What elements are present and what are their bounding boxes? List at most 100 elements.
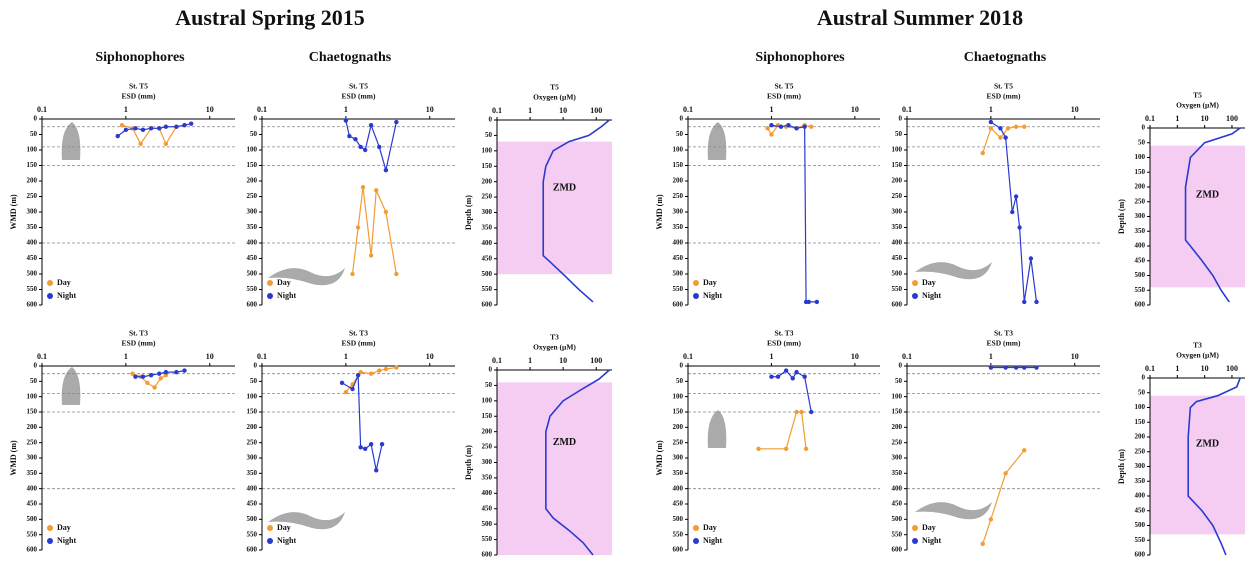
data-point (1022, 448, 1026, 452)
x-tick-label: 0.1 (1145, 364, 1155, 373)
y-tick-label: 0 (254, 115, 258, 123)
x-tick-label: 10 (851, 105, 859, 114)
column-header: Siphonophores (95, 50, 185, 65)
data-point (1010, 210, 1014, 214)
legend-label: Night (57, 291, 76, 300)
y-tick-label: 400 (482, 489, 493, 497)
data-point (138, 142, 142, 146)
y-tick-label: 600 (247, 546, 258, 554)
data-point (802, 375, 806, 379)
y-tick-label: 250 (247, 192, 258, 200)
x-tick-label: 0.1 (683, 352, 693, 361)
y-tick-label: 250 (27, 192, 38, 200)
y-tick-label: 350 (892, 223, 903, 231)
legend-label: Day (57, 278, 71, 287)
legend-label: Night (703, 536, 722, 545)
chaetognath-icon (915, 502, 992, 519)
y-tick-label: 200 (247, 177, 258, 185)
y-tick-label: 300 (673, 454, 684, 462)
y-tick-label: 550 (27, 530, 38, 538)
column-header: Chaetognaths (309, 50, 392, 65)
x-tick-label: 1 (769, 105, 773, 114)
y-tick-label: 150 (27, 408, 38, 416)
data-point (133, 126, 137, 130)
y-tick-label: 50 (250, 377, 258, 385)
data-point (815, 300, 819, 304)
data-point (347, 134, 351, 138)
y-tick-label: 350 (673, 223, 684, 231)
x-tick-label: 0.1 (257, 105, 267, 114)
data-point (794, 370, 798, 374)
x-tick-label: 1 (989, 105, 993, 114)
x-tick-label: 1 (769, 352, 773, 361)
x-tick-label: 100 (590, 356, 602, 365)
legend-marker (267, 280, 273, 286)
y-tick-label: 50 (895, 130, 903, 138)
y-tick-label: 100 (27, 146, 38, 154)
y-tick-label: 600 (1135, 551, 1146, 559)
data-point (174, 370, 178, 374)
y-tick-label: 200 (27, 423, 38, 431)
y-tick-label: 250 (247, 438, 258, 446)
data-point (384, 210, 388, 214)
figure-title: Austral Summer 2018 (817, 5, 1023, 30)
zmd-region (1150, 146, 1245, 288)
x-axis-label: ESD (mm) (987, 339, 1021, 348)
legend-marker (47, 293, 53, 299)
data-point (141, 128, 145, 132)
data-point (1014, 125, 1018, 129)
y-tick-label: 500 (673, 270, 684, 278)
legend-label: Day (703, 523, 717, 532)
series-line (346, 121, 396, 171)
y-tick-label: 550 (1135, 286, 1146, 294)
data-point (989, 120, 993, 124)
panel-title: St. T3 (349, 329, 368, 338)
y-tick-label: 350 (247, 223, 258, 231)
y-tick-label: 400 (892, 239, 903, 247)
data-point (149, 126, 153, 130)
x-tick-label: 0.1 (37, 105, 47, 114)
data-point (807, 300, 811, 304)
y-tick-label: 50 (30, 377, 38, 385)
y-tick-label: 400 (673, 239, 684, 247)
data-point (1022, 125, 1026, 129)
data-point (369, 123, 373, 127)
y-tick-label: 100 (673, 146, 684, 154)
x-tick-label: 0.1 (683, 105, 693, 114)
y-tick-label: 50 (676, 130, 684, 138)
x-tick-label: 10 (559, 106, 567, 115)
y-tick-label: 150 (27, 161, 38, 169)
legend-marker (47, 525, 53, 531)
y-tick-label: 0 (489, 366, 493, 374)
data-point (989, 517, 993, 521)
legend-label: Night (703, 291, 722, 300)
y-tick-label: 0 (899, 362, 903, 370)
x-tick-label: 1 (528, 356, 532, 365)
x-tick-label: 1 (1175, 114, 1179, 123)
data-point (1029, 256, 1033, 260)
y-tick-label: 550 (673, 285, 684, 293)
data-point (791, 376, 795, 380)
y-tick-label: 600 (1135, 301, 1146, 309)
y-tick-label: 500 (892, 515, 903, 523)
y-tick-label: 50 (676, 377, 684, 385)
data-point (361, 185, 365, 189)
data-point (152, 385, 156, 389)
column-header: Siphonophores (755, 50, 845, 65)
y-tick-label: 250 (1135, 447, 1146, 455)
y-tick-label: 550 (673, 530, 684, 538)
y-tick-label: 450 (1135, 256, 1146, 264)
x-axis-label: Oxygen (µM) (1176, 101, 1219, 110)
y-tick-label: 350 (27, 469, 38, 477)
series-line (353, 187, 397, 274)
y-tick-label: 400 (27, 484, 38, 492)
series-line (983, 450, 1025, 544)
y-tick-label: 300 (892, 454, 903, 462)
x-tick-label: 100 (1226, 364, 1238, 373)
panel-title: St. T5 (774, 82, 793, 91)
data-point (394, 120, 398, 124)
data-point (804, 447, 808, 451)
y-tick-label: 50 (485, 381, 493, 389)
data-point (157, 371, 161, 375)
